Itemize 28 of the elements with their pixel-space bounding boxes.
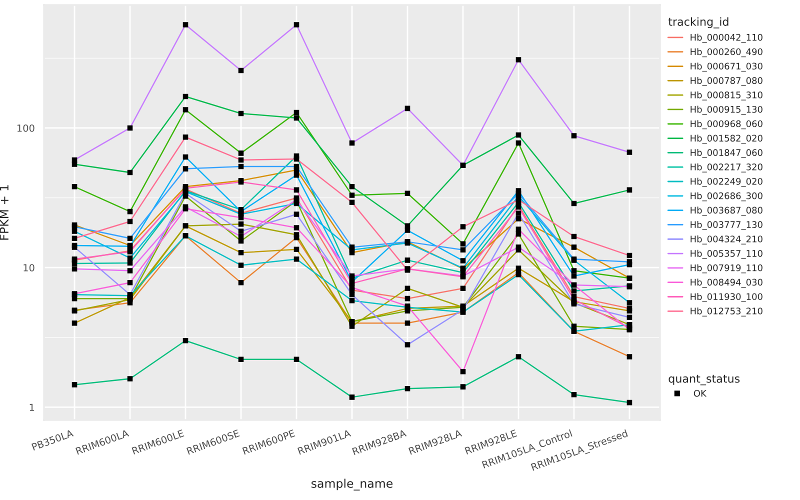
legend-label: Hb_011930_100: [690, 293, 762, 302]
y-tick-label: 100: [17, 124, 34, 132]
legend-label: Hb_007919_110: [690, 264, 762, 274]
y-tick-label: 1: [30, 404, 34, 411]
legend-label: Hb_000787_080: [690, 76, 762, 86]
legend-label: Hb_003687_080: [690, 206, 762, 216]
legend-label: Hb_003777_130: [690, 221, 762, 230]
y-tick-label: 10: [24, 264, 34, 272]
legend-title: tracking_id: [668, 17, 728, 28]
legend-label: Hb_002217_320: [690, 163, 762, 172]
text: OK: [694, 390, 707, 397]
text: quant_status: [668, 374, 740, 386]
legend-label: Hb_008494_030: [690, 278, 762, 288]
legend-label: Hb_001847_060: [690, 148, 762, 158]
legend-label: Hb_000260_490: [690, 48, 762, 58]
legend-label: Hb_000042_110: [690, 34, 762, 43]
legend-label: Hb_000915_130: [690, 106, 762, 115]
legend-label: Hb_000815_310: [690, 91, 762, 100]
legend-label: Hb_001582_020: [690, 134, 762, 144]
legend-label: Hb_012753_210: [690, 307, 762, 316]
x-axis-title: sample_name: [311, 478, 393, 490]
y-axis-title: FPKM + 1: [0, 185, 8, 240]
legend-label: Hb_002686_300: [690, 192, 762, 202]
legend-label: Hb_005357_110: [690, 250, 762, 259]
legend-label: Hb_004324_210: [690, 235, 762, 244]
legend-label: Hb_000968_060: [690, 120, 762, 130]
legend-label: Hb_000671_030: [690, 62, 762, 72]
legend-label: Hb_002249_020: [690, 178, 762, 187]
